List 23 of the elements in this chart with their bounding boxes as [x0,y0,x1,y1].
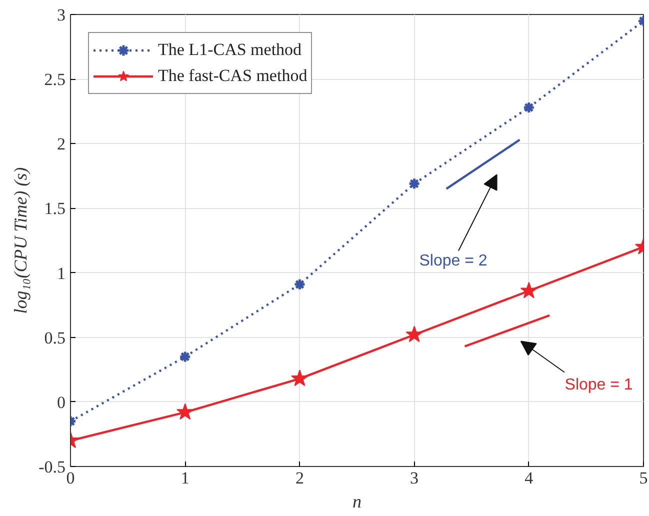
x-tick-label: 1 [180,468,190,488]
point [406,326,423,342]
point [408,177,421,190]
y-tick-label: 2.5 [44,70,66,90]
y-tick-label: 0 [57,392,66,412]
annotation: Slope = 1 [564,376,633,394]
point [291,370,308,386]
x-tick-label: 4 [524,468,534,488]
legend-label: The L1-CAS method [158,39,302,61]
y-tick-label: 0.5 [44,328,66,348]
y-axis-title: log₁₀(CPU Time) (s) [10,167,31,314]
y-tick-label: 1.5 [44,199,66,218]
legend-label: The fast-CAS method [158,65,308,87]
x-tick-label: 2 [295,468,304,488]
x-tick-label: 3 [410,468,419,488]
y-tick-label: 3 [57,6,66,24]
y-tick-label: 2 [57,134,66,154]
annotation: Slope = 2 [419,252,488,270]
x-tick-label: 5 [639,468,648,488]
point [293,278,306,291]
x-axis-title: n [352,492,362,512]
y-tick-label: 1 [57,264,66,283]
y-tick-label: -0.5 [38,458,66,476]
